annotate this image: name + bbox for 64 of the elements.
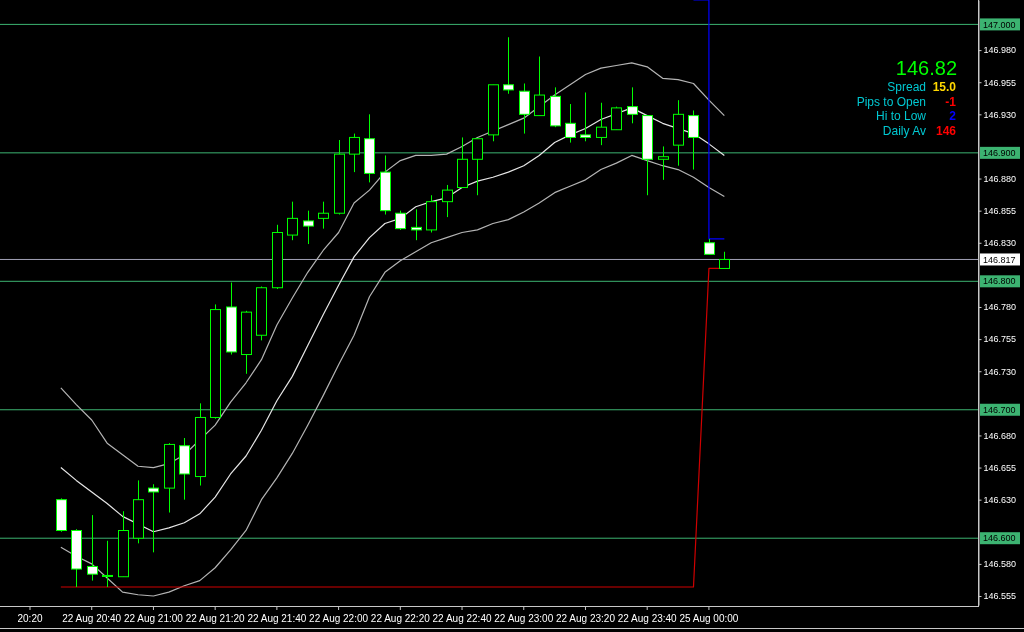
ref-line-label: 146.900 xyxy=(983,148,1016,159)
x-tick-label: 22 Aug 23:00 xyxy=(494,612,554,624)
candlestick xyxy=(303,210,314,245)
x-tick-label: 22 Aug 20:40 xyxy=(62,612,122,624)
y-tick-label: 146.730 xyxy=(983,366,1017,377)
text: Pips to Open xyxy=(856,94,926,109)
candlestick xyxy=(349,133,360,173)
candlestick xyxy=(580,91,591,142)
y-tick-label: 146.830 xyxy=(983,238,1017,249)
text: Daily Av xyxy=(882,123,926,138)
candlestick xyxy=(102,540,113,588)
x-tick-label: 22 Aug 23:40 xyxy=(617,612,678,624)
ref-line-label: 147.000 xyxy=(983,19,1016,30)
candlestick xyxy=(519,82,530,135)
y-tick-label: 146.630 xyxy=(983,495,1017,506)
text: -1 xyxy=(945,94,957,109)
x-tick-label: 25 Aug 00:00 xyxy=(679,612,739,624)
y-tick-label: 146.955 xyxy=(983,77,1017,88)
text: Hi to Low xyxy=(875,109,927,124)
x-tick-label: 22 Aug 22:40 xyxy=(432,612,492,624)
line-series xyxy=(60,154,725,597)
text: 15.0 xyxy=(932,80,957,95)
text: 146 xyxy=(935,123,957,138)
candlestick xyxy=(472,138,483,196)
y-tick-label: 146.780 xyxy=(983,302,1017,313)
y-tick-label: 146.855 xyxy=(983,206,1017,217)
y-tick-label: 146.930 xyxy=(983,109,1017,120)
candlestick xyxy=(287,201,298,241)
x-tick-label: 22 Aug 22:20 xyxy=(370,612,431,624)
candlestick xyxy=(148,483,159,553)
y-tick-label: 146.880 xyxy=(983,173,1017,184)
candlestick xyxy=(658,145,669,181)
candlestick xyxy=(565,103,576,144)
ref-line-label: 146.600 xyxy=(983,533,1016,544)
ref-line-label: 146.700 xyxy=(983,404,1016,415)
x-tick-label: 22 Aug 23:20 xyxy=(556,612,616,624)
x-tick-label: 22 Aug 21:40 xyxy=(247,612,307,624)
y-tick-label: 146.980 xyxy=(983,45,1017,56)
candlestick xyxy=(596,102,607,146)
candlestick xyxy=(87,514,98,582)
y-tick-label: 146.680 xyxy=(983,430,1017,441)
ref-line-label: 146.800 xyxy=(983,276,1016,287)
line-series xyxy=(60,62,725,469)
text: 2 xyxy=(949,109,957,124)
candlestick xyxy=(534,56,545,117)
y-tick-label: 146.555 xyxy=(983,591,1017,602)
candlestick xyxy=(627,86,638,124)
text: 146.82 xyxy=(895,57,957,79)
candlestick xyxy=(411,208,422,241)
y-tick-label: 146.580 xyxy=(983,559,1017,570)
candlestick xyxy=(688,109,699,171)
x-tick-label: 22 Aug 21:00 xyxy=(123,612,184,624)
x-tick-label: 20:20 xyxy=(17,612,43,624)
candlestick xyxy=(318,201,329,230)
ref-line-label: 146.817 xyxy=(983,254,1016,265)
line-series xyxy=(60,107,725,533)
candlestick xyxy=(442,184,453,218)
candlestick xyxy=(395,210,406,231)
y-tick-label: 146.655 xyxy=(983,462,1017,473)
text: Spread xyxy=(887,80,926,95)
x-tick-label: 22 Aug 21:20 xyxy=(185,612,246,624)
y-tick-label: 146.755 xyxy=(983,334,1017,345)
candlestick xyxy=(503,36,514,95)
x-tick-label: 22 Aug 22:00 xyxy=(309,612,369,624)
